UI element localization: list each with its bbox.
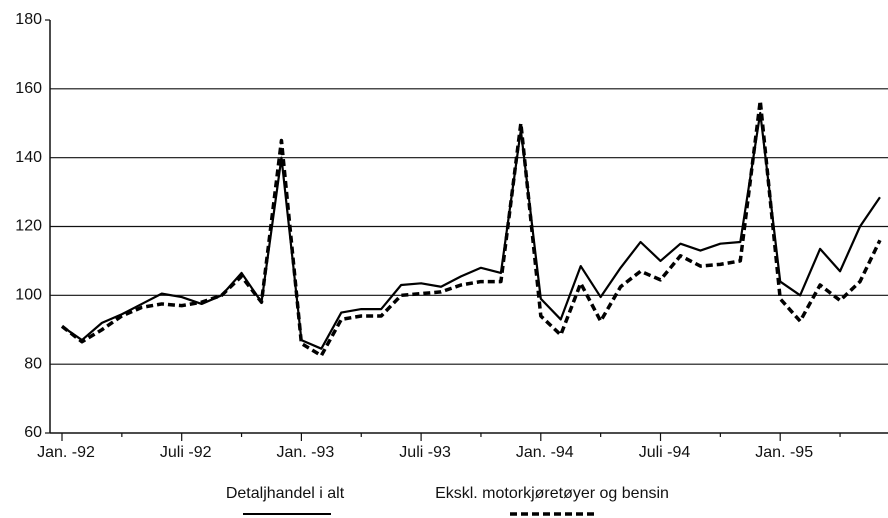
x-tick-label: Juli -92 xyxy=(160,444,212,461)
y-tick-label: 120 xyxy=(15,218,42,235)
y-tick-label: 60 xyxy=(24,424,42,441)
x-tick-label: Juli -93 xyxy=(399,444,451,461)
legend-label: Detaljhandel i alt xyxy=(226,485,345,502)
y-tick-label: 100 xyxy=(15,287,42,304)
x-tick-label: Jan. -94 xyxy=(516,444,574,461)
line-series xyxy=(60,99,882,358)
x-tick-label: Jan. -95 xyxy=(755,444,813,461)
x-tick-label: Jan. -92 xyxy=(37,444,95,461)
x-tick-label: Juli -94 xyxy=(639,444,691,461)
y-tick-label: 180 xyxy=(15,11,42,28)
line-series xyxy=(61,111,881,350)
y-tick-label: 140 xyxy=(15,149,42,166)
y-tick-label: 80 xyxy=(24,355,42,372)
x-tick-label: Jan. -93 xyxy=(276,444,334,461)
legend-label: Ekskl. motorkjøretøyer og bensin xyxy=(435,485,669,502)
y-tick-label: 160 xyxy=(15,80,42,97)
